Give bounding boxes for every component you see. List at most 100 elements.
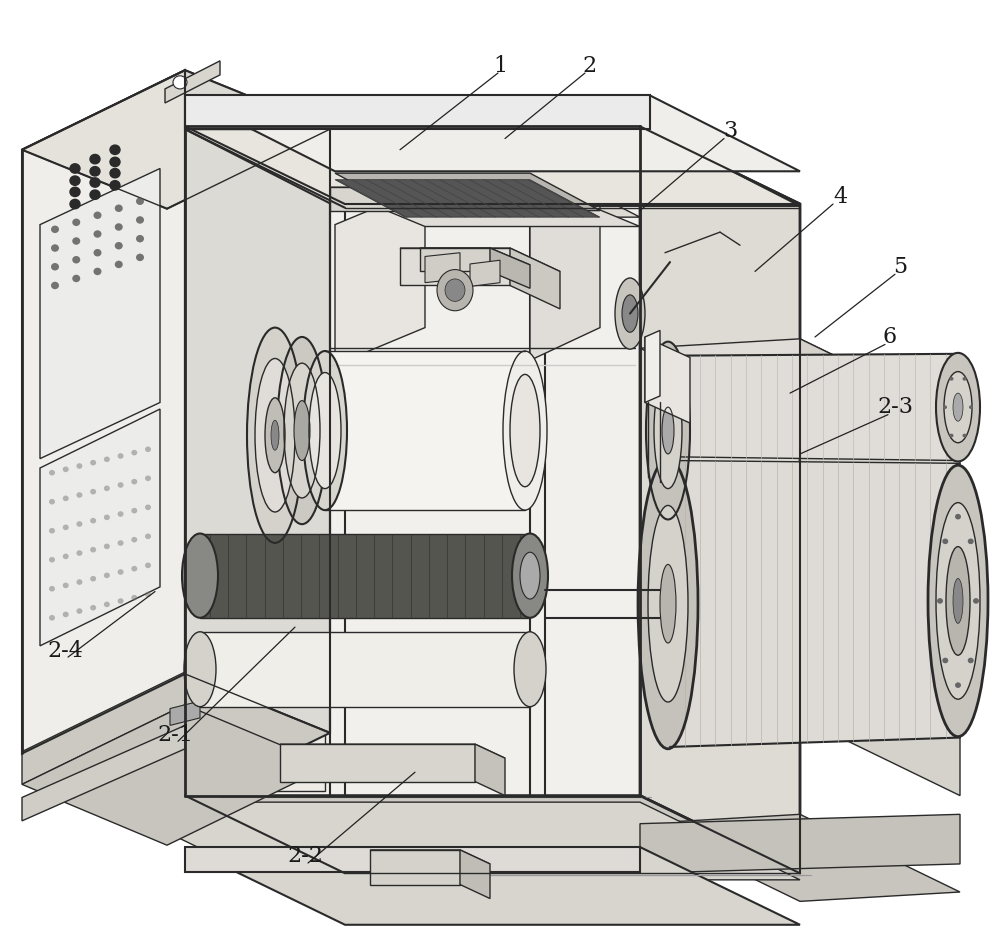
Circle shape: [94, 230, 102, 238]
Polygon shape: [195, 136, 635, 791]
Circle shape: [937, 598, 943, 604]
Polygon shape: [475, 744, 505, 796]
Circle shape: [942, 658, 948, 664]
Circle shape: [76, 521, 82, 527]
Ellipse shape: [277, 337, 327, 524]
Ellipse shape: [184, 632, 216, 707]
Circle shape: [104, 544, 110, 549]
Circle shape: [173, 76, 187, 89]
Ellipse shape: [615, 278, 645, 349]
Polygon shape: [670, 354, 960, 461]
Circle shape: [63, 611, 69, 617]
Ellipse shape: [936, 503, 980, 699]
Circle shape: [104, 602, 110, 607]
Ellipse shape: [953, 393, 963, 421]
Circle shape: [76, 492, 82, 498]
Ellipse shape: [946, 547, 970, 655]
Polygon shape: [40, 168, 160, 459]
Polygon shape: [185, 95, 800, 171]
Circle shape: [104, 457, 110, 462]
Ellipse shape: [294, 401, 310, 461]
Polygon shape: [280, 744, 505, 758]
Ellipse shape: [944, 372, 972, 443]
Circle shape: [90, 154, 100, 164]
Circle shape: [115, 241, 123, 249]
Polygon shape: [22, 705, 330, 845]
Circle shape: [968, 658, 974, 664]
Polygon shape: [185, 70, 330, 733]
Polygon shape: [645, 337, 690, 423]
Circle shape: [955, 514, 961, 519]
Polygon shape: [185, 126, 800, 204]
Circle shape: [51, 282, 59, 289]
Polygon shape: [105, 802, 800, 880]
Polygon shape: [800, 339, 960, 796]
Polygon shape: [185, 129, 800, 206]
Ellipse shape: [182, 534, 218, 618]
Circle shape: [94, 212, 102, 219]
Circle shape: [49, 615, 55, 621]
Circle shape: [90, 547, 96, 552]
Polygon shape: [335, 173, 600, 211]
Circle shape: [118, 569, 124, 575]
Text: 1: 1: [493, 54, 507, 77]
Polygon shape: [510, 248, 560, 309]
Text: 6: 6: [883, 326, 897, 348]
Circle shape: [950, 377, 954, 381]
Circle shape: [136, 235, 144, 242]
Polygon shape: [22, 674, 330, 812]
Text: 2-1: 2-1: [157, 724, 193, 746]
Circle shape: [955, 682, 961, 688]
Circle shape: [110, 168, 120, 178]
Ellipse shape: [255, 358, 295, 512]
Ellipse shape: [514, 632, 546, 707]
Ellipse shape: [510, 374, 540, 487]
Ellipse shape: [654, 373, 682, 489]
Polygon shape: [420, 248, 530, 265]
Polygon shape: [490, 248, 530, 288]
Circle shape: [63, 553, 69, 559]
Circle shape: [104, 573, 110, 578]
Circle shape: [51, 244, 59, 252]
Circle shape: [131, 537, 137, 543]
Circle shape: [90, 178, 100, 187]
Polygon shape: [165, 61, 220, 103]
Text: 5: 5: [893, 256, 907, 278]
Circle shape: [145, 505, 151, 510]
Ellipse shape: [660, 564, 676, 643]
Circle shape: [131, 450, 137, 456]
Text: 2-3: 2-3: [877, 396, 913, 418]
Circle shape: [90, 576, 96, 581]
Polygon shape: [185, 126, 640, 796]
Text: 2-4: 2-4: [47, 639, 83, 662]
Circle shape: [110, 157, 120, 167]
Ellipse shape: [928, 465, 988, 737]
Ellipse shape: [638, 459, 698, 749]
Circle shape: [115, 260, 123, 269]
Polygon shape: [640, 814, 960, 901]
Polygon shape: [470, 260, 500, 286]
Circle shape: [70, 164, 80, 173]
Circle shape: [51, 263, 59, 271]
Ellipse shape: [936, 353, 980, 461]
Polygon shape: [170, 701, 200, 725]
Circle shape: [115, 223, 123, 231]
Circle shape: [63, 466, 69, 472]
Circle shape: [136, 216, 144, 224]
Circle shape: [70, 187, 80, 197]
Ellipse shape: [265, 398, 285, 473]
Polygon shape: [40, 409, 160, 646]
Polygon shape: [425, 253, 460, 283]
Circle shape: [76, 608, 82, 614]
Polygon shape: [185, 847, 640, 872]
Circle shape: [72, 256, 80, 264]
Polygon shape: [640, 339, 960, 426]
Polygon shape: [195, 234, 325, 791]
Polygon shape: [335, 180, 600, 217]
Circle shape: [94, 268, 102, 275]
Circle shape: [63, 524, 69, 530]
Circle shape: [72, 218, 80, 227]
Circle shape: [118, 453, 124, 459]
Polygon shape: [420, 248, 490, 271]
Ellipse shape: [646, 342, 690, 519]
